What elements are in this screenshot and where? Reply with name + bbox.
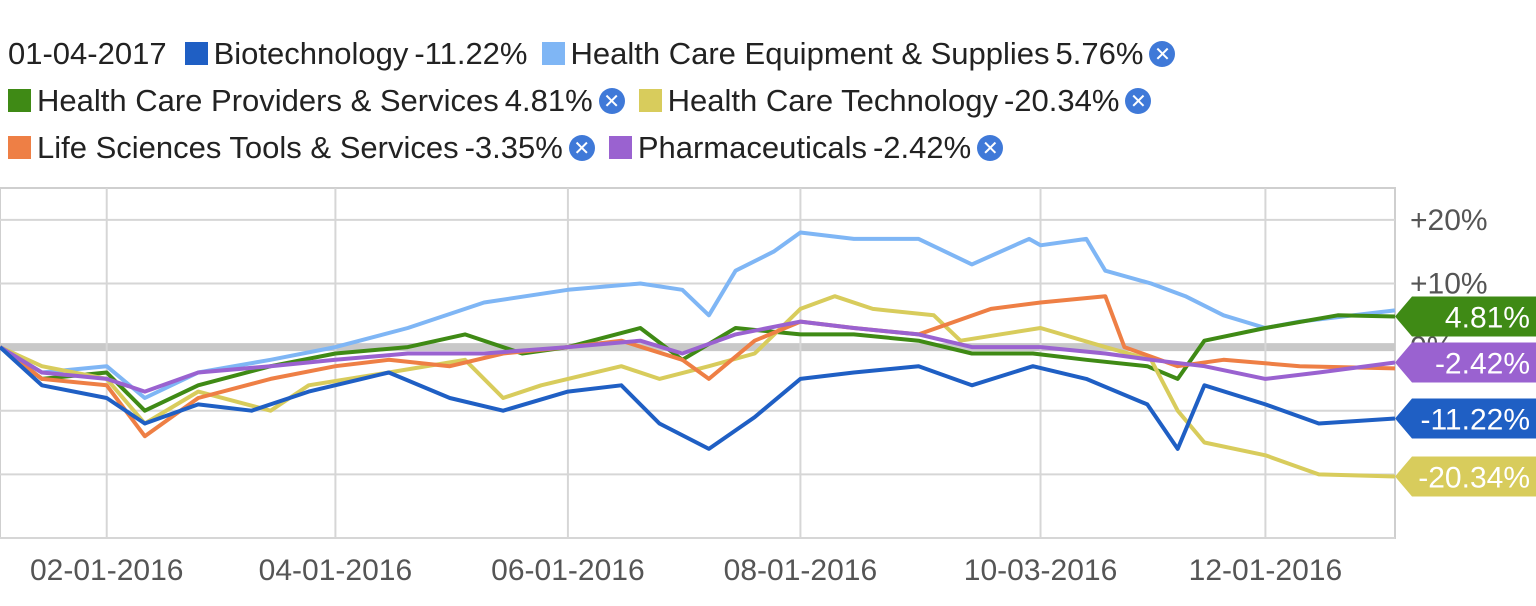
remove-series-icon[interactable]: ✕	[1149, 40, 1176, 67]
end-value-label: -20.34%	[1418, 462, 1530, 495]
legend-swatch	[8, 89, 31, 112]
end-value-label: -2.42%	[1435, 347, 1530, 380]
legend-label: Biotechnology	[213, 35, 409, 71]
legend-item-life-sciences-tools: Life Sciences Tools & Services -3.35% ✕	[8, 130, 595, 166]
x-tick-label: 12-01-2016	[1189, 554, 1342, 587]
legend-row: 01-04-2017 Biotechnology -11.22% Health …	[8, 30, 1408, 77]
y-tick-label: +20%	[1410, 204, 1488, 237]
series-line	[0, 230, 1396, 400]
series-line	[0, 319, 1396, 394]
legend-item-health-care-providers: Health Care Providers & Services 4.81% ✕	[8, 83, 625, 119]
legend-label: Health Care Technology	[667, 82, 998, 118]
legend-value: -2.42%	[872, 129, 972, 165]
legend-label: Health Care Providers & Services	[37, 82, 499, 118]
remove-series-icon[interactable]: ✕	[598, 87, 625, 114]
chart-legend: 01-04-2017 Biotechnology -11.22% Health …	[8, 30, 1408, 171]
x-tick-label: 02-01-2016	[30, 554, 183, 587]
legend-value: 5.76%	[1055, 35, 1144, 71]
legend-swatch	[638, 89, 662, 112]
legend-label: Health Care Equipment & Supplies	[570, 35, 1050, 71]
remove-series-icon[interactable]: ✕	[977, 134, 1004, 161]
series-line	[0, 294, 1396, 439]
legend-value: 4.81%	[504, 82, 593, 118]
y-tick-label: +10%	[1410, 267, 1488, 300]
legend-label: Life Sciences Tools & Services	[37, 129, 459, 165]
x-tick-label: 04-01-2016	[259, 554, 412, 587]
legend-item-biotechnology: Biotechnology -11.22%	[184, 35, 528, 72]
end-value-label: 4.81%	[1445, 301, 1530, 334]
legend-swatch	[184, 42, 208, 65]
legend-item-health-care-equipment: Health Care Equipment & Supplies 5.76% ✕	[541, 35, 1176, 72]
legend-value: -11.22%	[414, 35, 528, 71]
series-line	[0, 294, 1396, 479]
legend-row: Life Sciences Tools & Services -3.35% ✕ …	[8, 124, 1408, 171]
x-tick-label: 10-03-2016	[964, 554, 1117, 587]
legend-swatch	[541, 42, 565, 65]
remove-series-icon[interactable]: ✕	[568, 134, 595, 161]
remove-series-icon[interactable]: ✕	[1125, 87, 1152, 114]
legend-value: -3.35%	[464, 129, 563, 165]
end-value-tag	[1395, 296, 1536, 337]
x-tick-label: 06-01-2016	[491, 554, 644, 587]
legend-item-pharmaceuticals: Pharmaceuticals -2.42% ✕	[608, 129, 1004, 166]
end-value-tag	[1395, 398, 1536, 439]
end-value-tag	[1395, 342, 1536, 383]
legend-date: 01-04-2017	[8, 35, 167, 71]
legend-value: -20.34%	[1003, 82, 1120, 118]
legend-row: Health Care Providers & Services 4.81% ✕…	[8, 77, 1408, 124]
series-line	[0, 345, 1396, 451]
legend-swatch	[8, 136, 31, 159]
x-tick-label: 08-01-2016	[724, 554, 877, 587]
legend-label: Pharmaceuticals	[637, 129, 867, 165]
legend-item-health-care-technology: Health Care Technology -20.34% ✕	[638, 82, 1152, 119]
end-value-tag	[1395, 456, 1536, 497]
end-value-label: -11.22%	[1420, 403, 1530, 436]
legend-swatch	[608, 136, 632, 159]
